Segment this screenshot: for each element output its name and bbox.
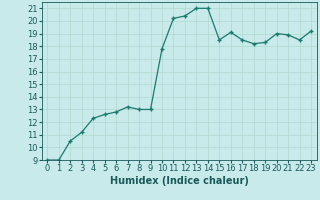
- X-axis label: Humidex (Indice chaleur): Humidex (Indice chaleur): [110, 176, 249, 186]
